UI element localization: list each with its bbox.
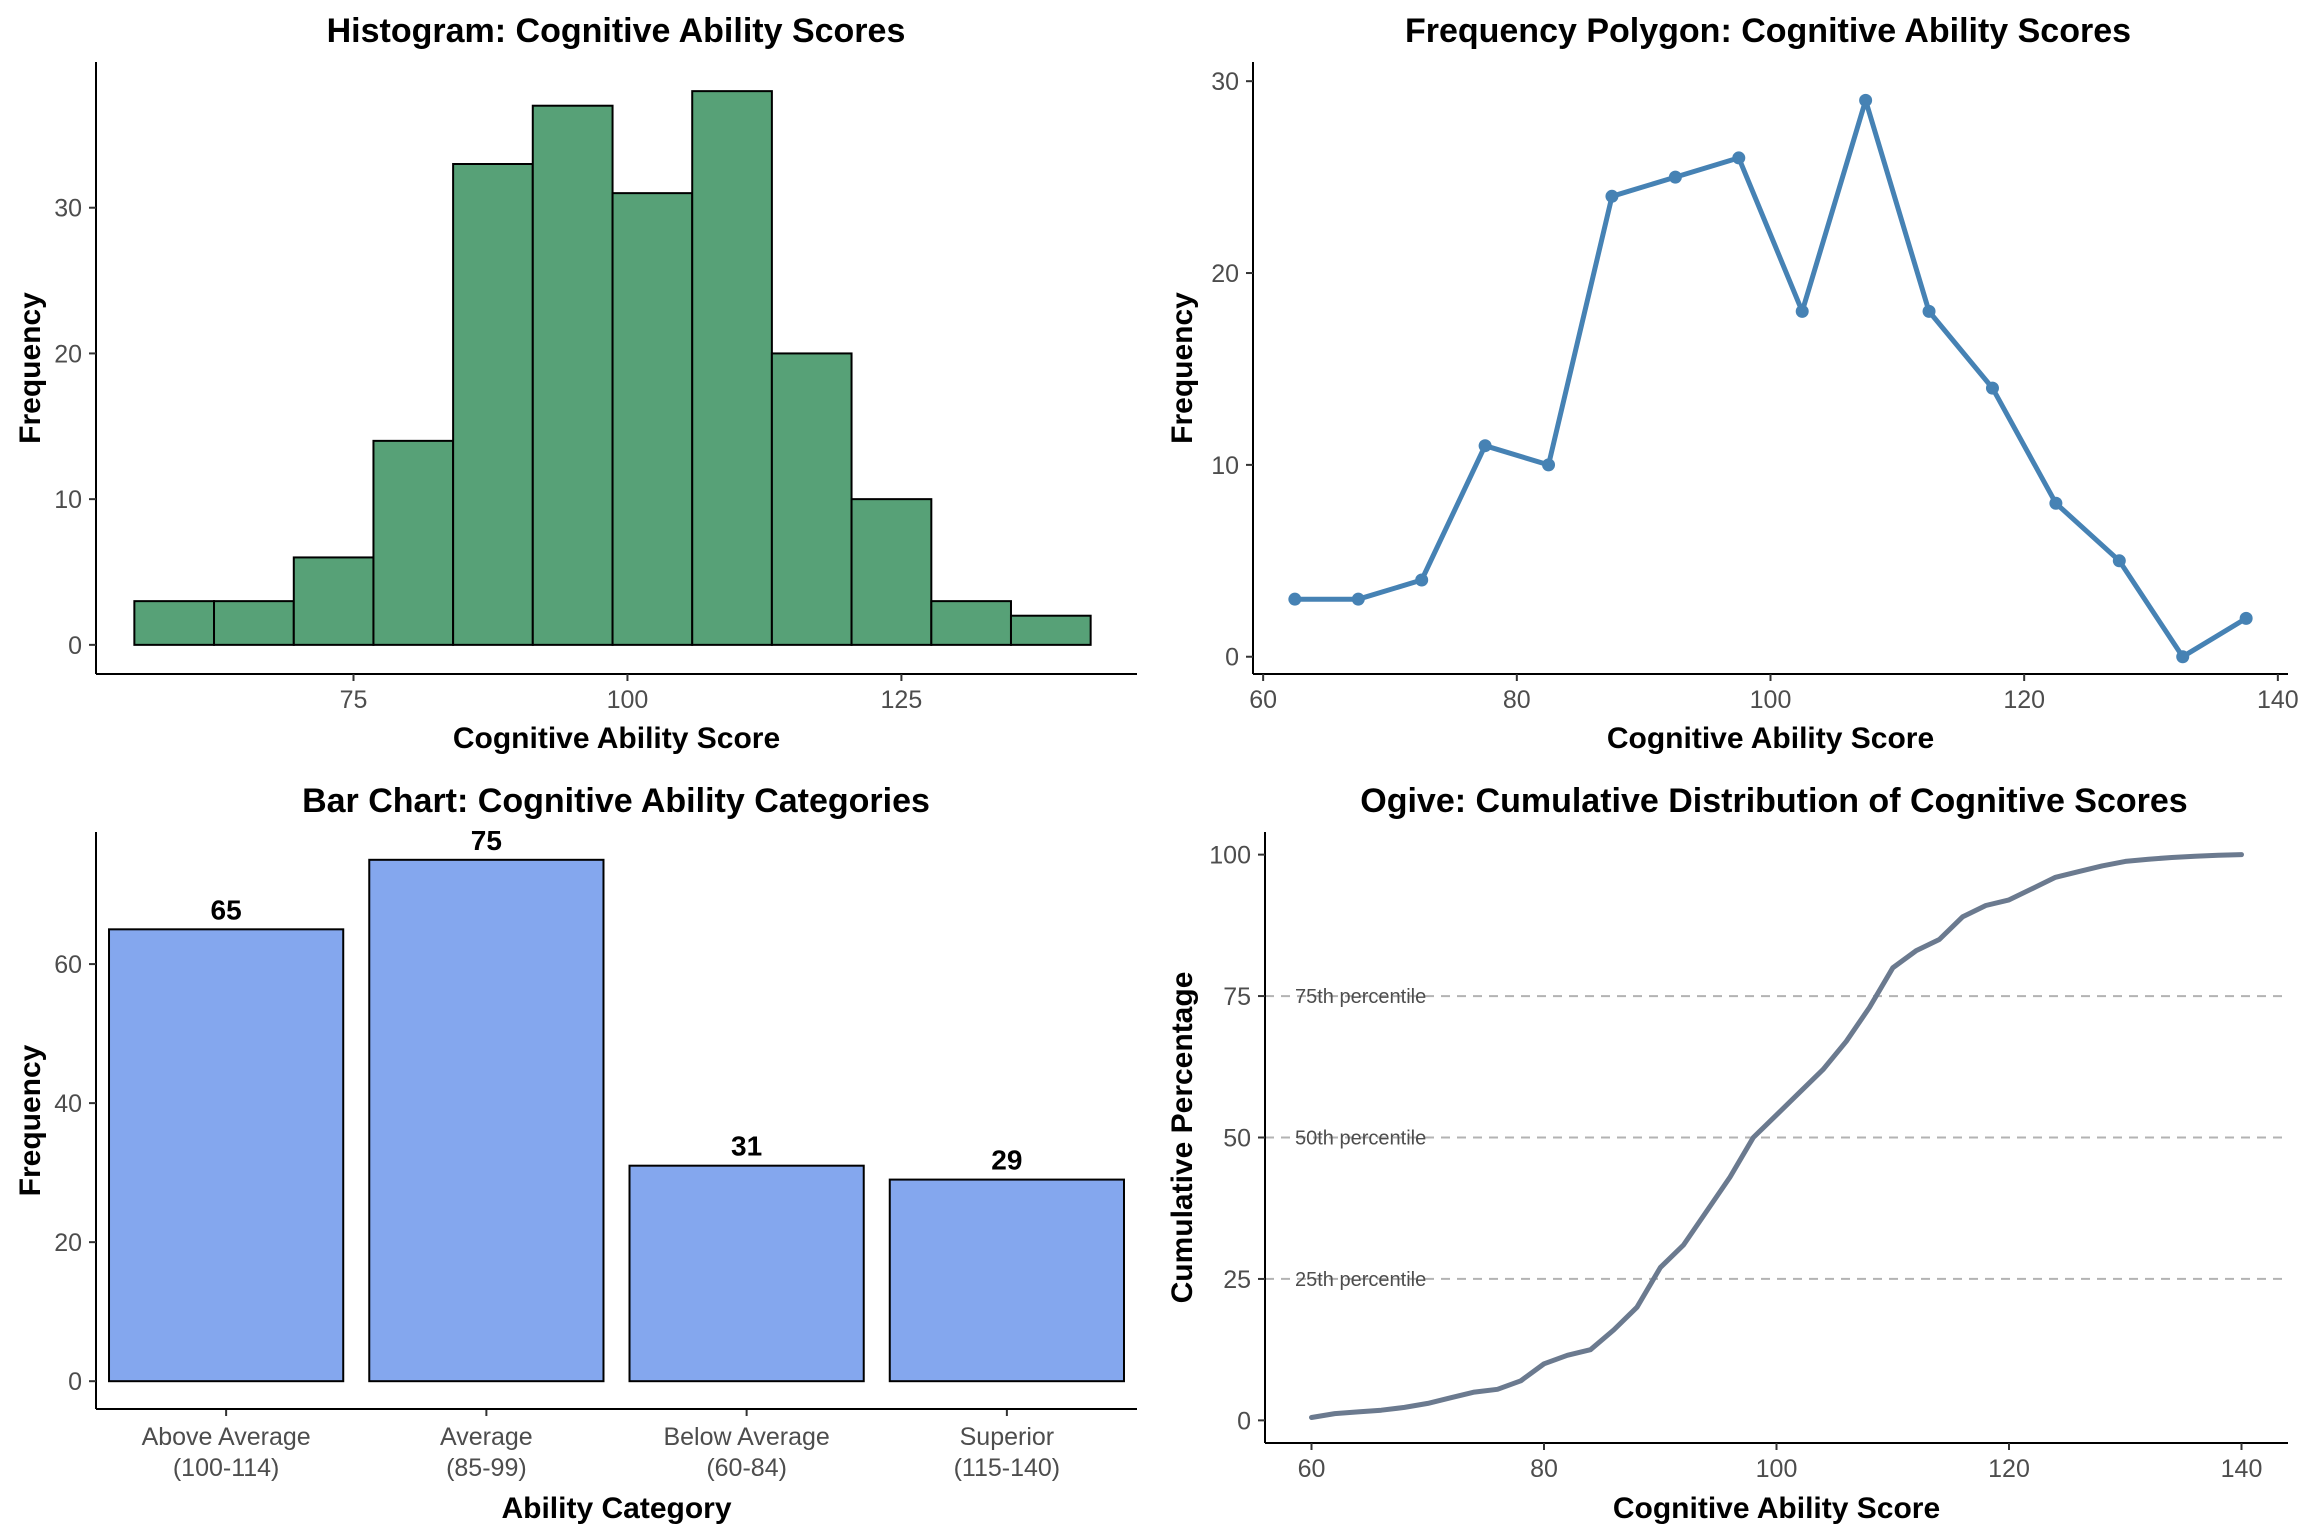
frequency-point [1605,189,1619,203]
frequency-point [1351,592,1365,606]
y-tick-label: 20 [54,1229,82,1257]
category-bar [368,858,605,1383]
frequency-point [1478,439,1492,453]
panel-title: Frequency Polygon: Cognitive Ability Sco… [1405,12,2131,50]
histogram-bar [531,104,614,646]
histogram-panel: 0 10 20 30 75 100 125 Histogram: Cognitive Abil… [14,12,1137,755]
histogram-bar [850,498,933,646]
category-label: Superior [960,1423,1055,1451]
histogram-bar [452,163,534,646]
frequency-point [1985,381,1999,395]
x-axis-label: Ability Category [501,1492,731,1525]
category-label: (60-84) [706,1454,787,1482]
category-label: Below Average [663,1423,829,1451]
x-tick-label: 140 [2257,686,2299,714]
histogram-bar [1009,614,1092,646]
x-tick-label: 140 [2221,1455,2263,1483]
frequency-point [2112,554,2126,568]
x-axis-label: Cognitive Ability Score [453,722,780,755]
ogive-panel: 25th percentile 50th percentile 75th perce… [1166,782,2288,1525]
category-label: (115-140) [954,1454,1061,1482]
y-tick-label: 0 [1237,1407,1251,1435]
histogram-bar [292,556,375,646]
x-tick-label: 75 [340,686,368,714]
y-tick-label: 20 [1211,260,1239,288]
x-tick-label: 100 [1756,1455,1798,1483]
category-bar [888,1178,1125,1383]
y-tick-label: 100 [1209,842,1251,870]
y-tick-label: 75 [1223,983,1251,1011]
frequency-point [1288,592,1302,606]
histogram-bar [611,192,694,646]
panel-title: Ogive: Cumulative Distribution of Cognit… [1360,782,2187,820]
y-tick-label: 30 [54,195,82,223]
x-tick-label: 125 [881,686,923,714]
frequency-point [1795,304,1809,318]
x-tick-label: 100 [607,686,649,714]
category-label: Above Average [142,1423,311,1451]
category-label: (85-99) [446,1454,527,1482]
x-tick-label: 120 [1988,1455,2030,1483]
x-tick-label: 60 [1298,1455,1326,1483]
histogram-bar [133,600,216,646]
histogram-bar [930,600,1012,646]
y-tick-label: 50 [1223,1125,1251,1153]
y-tick-label: 10 [1211,452,1239,480]
histogram-bar [770,352,853,646]
frequency-point [1415,573,1429,587]
frequency-point [1668,170,1682,184]
cumulative-line [1309,852,2244,1420]
frequency-point [1732,151,1746,165]
x-tick-label: 80 [1530,1455,1558,1483]
y-tick-label: 10 [54,486,82,514]
x-tick-label: 60 [1249,686,1277,714]
x-axis-label: Cognitive Ability Score [1613,1492,1940,1525]
category-label: (100-114) [173,1454,280,1482]
category-label: Average [440,1423,533,1451]
y-tick-label: 0 [68,1368,82,1396]
panel-title: Bar Chart: Cognitive Ability Categories [302,782,930,820]
y-tick-label: 20 [54,340,82,368]
x-tick-label: 80 [1503,686,1531,714]
y-tick-label: 0 [1225,644,1239,672]
x-tick-label: 100 [1750,686,1792,714]
y-tick-label: 40 [54,1090,82,1118]
y-axis-label: Frequency [14,1044,47,1196]
bar-value-label: 31 [731,1131,762,1162]
y-axis-label: Frequency [14,292,47,444]
frequency-point [2239,611,2253,625]
bar-value-label: 65 [211,894,242,925]
histogram-bar [691,90,773,646]
percentile-label: 75th percentile [1295,986,1426,1008]
category-bar [628,1164,865,1383]
category-bar [108,928,345,1383]
y-tick-label: 0 [68,632,82,660]
y-tick-label: 25 [1223,1266,1251,1294]
histogram-bar [213,600,295,646]
y-axis-label: Frequency [1166,292,1199,444]
x-axis-label: Cognitive Ability Score [1607,722,1934,755]
percentile-label: 50th percentile [1295,1128,1426,1150]
y-tick-label: 30 [1211,68,1239,96]
category-bar-panel: 65 Above Average (100-114) 75 Average (85-99)… [14,782,1137,1525]
frequency-point [1922,304,1936,318]
frequency-point [2176,650,2190,664]
x-tick-label: 120 [2003,686,2045,714]
bar-value-label: 29 [991,1145,1022,1176]
histogram-bar [372,439,455,646]
percentile-label: 25th percentile [1295,1269,1426,1291]
panel-title: Histogram: Cognitive Ability Scores [327,12,906,50]
frequency-point [1542,458,1556,472]
y-axis-label: Cumulative Percentage [1166,972,1199,1304]
bar-value-label: 75 [471,825,502,856]
frequency-polygon-panel: 0 10 20 30 60 80 100 120 140 Frequency Polygon: C… [1166,12,2299,755]
frequency-point [2049,496,2063,510]
y-tick-label: 60 [54,951,82,979]
frequency-line [1294,97,2248,660]
frequency-point [1859,93,1873,107]
